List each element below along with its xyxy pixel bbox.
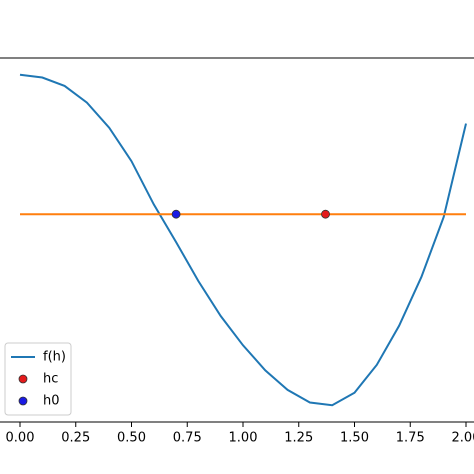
legend-swatch: [18, 396, 28, 406]
x-tick-label: 0.25: [61, 431, 90, 446]
point: [171, 209, 181, 219]
legend-label: h0: [43, 394, 60, 409]
x-tick-label: 0.50: [117, 431, 146, 446]
x-tick-label: 0.75: [173, 431, 202, 446]
x-tick-label: 1.00: [229, 431, 258, 446]
line: [19, 73, 467, 407]
x-tick-label: 0.00: [6, 431, 35, 446]
x-tick-label: 1.25: [284, 431, 313, 446]
x-tick-label: 2.00: [452, 431, 474, 446]
x-tick-label: 1.50: [340, 431, 369, 446]
legend-label: hc: [43, 372, 58, 387]
legend-swatch: [18, 374, 28, 384]
legend-label: f(h): [43, 350, 66, 365]
x-tick-label: 1.75: [396, 431, 425, 446]
point: [321, 209, 330, 219]
legend: f(h) hc h0: [4, 342, 72, 416]
